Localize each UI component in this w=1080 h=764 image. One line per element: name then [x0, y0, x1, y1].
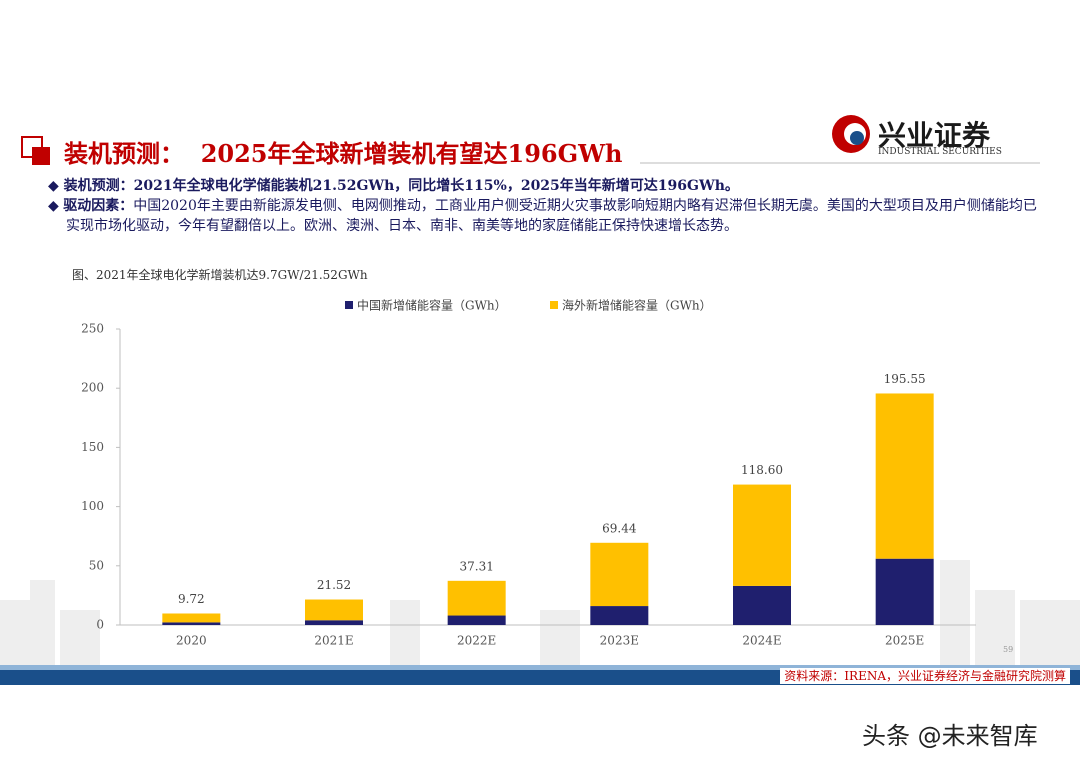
- x-tick-label: 2024E: [742, 634, 781, 648]
- bar-segment: [162, 622, 221, 625]
- legend-swatch: [345, 301, 353, 309]
- total-label: 9.72: [178, 592, 205, 606]
- bar-segment: [590, 542, 649, 607]
- bar-segment: [875, 558, 934, 625]
- y-tick-label: 0: [96, 618, 104, 632]
- total-label: 37.31: [459, 559, 493, 573]
- skyline: [0, 560, 1080, 665]
- bar-segment: [875, 393, 934, 559]
- y-tick-label: 150: [81, 440, 104, 454]
- x-tick-label: 2020: [176, 634, 207, 648]
- chart-title: 图、2021年全球电化学新增装机达9.7GW/21.52GWh: [72, 268, 368, 282]
- legend-swatch: [550, 301, 558, 309]
- bullet: ◆ 装机预测：2021年全球电化学储能装机21.52GWh，同比增长115%，2…: [48, 178, 739, 194]
- total-label: 69.44: [602, 521, 637, 535]
- bar-segment: [447, 615, 506, 625]
- x-tick-label: 2023E: [600, 634, 639, 648]
- source: 资料来源：IRENA，兴业证券经济与金融研究院测算: [780, 668, 1070, 684]
- x-tick-label: 2021E: [314, 634, 353, 648]
- bar-segment: [447, 580, 506, 616]
- slide-title: 装机预测： 2025年全球新增装机有望达196GWh: [64, 139, 623, 168]
- bar-segment: [305, 620, 363, 625]
- y-tick-label: 250: [81, 322, 104, 336]
- bullet-text: 中国2020年主要由新能源发电侧、电网侧推动，工商业用户侧受近期火灾事故影响短期…: [66, 198, 1037, 234]
- logo-en: INDUSTRIAL SECURITIES: [878, 147, 1002, 157]
- total-label: 195.55: [884, 372, 926, 386]
- watermark: 头条 @未来智库: [862, 722, 1038, 750]
- x-tick-label: 2022E: [457, 634, 496, 648]
- bullets: ◆ 装机预测：2021年全球电化学储能装机21.52GWh，同比增长115%，2…: [48, 176, 1048, 236]
- bar-segment: [162, 613, 221, 623]
- bar-segment: [305, 599, 363, 621]
- logo-mark: [850, 131, 864, 145]
- bullet-text: 2021年全球电化学储能装机21.52GWh，同比增长115%，2025年当年新…: [133, 178, 739, 194]
- bullet-label: 装机预测：: [63, 178, 134, 194]
- bullet-label: 驱动因素：: [63, 198, 134, 214]
- footer-bar: [0, 665, 1080, 670]
- y-tick-label: 50: [89, 558, 104, 572]
- y-tick-label: 100: [81, 499, 104, 513]
- logo-name: 兴业证券: [878, 119, 991, 152]
- bullet: ◆ 驱动因素：中国2020年主要由新能源发电侧、电网侧推动，工商业用户侧受近期火…: [48, 198, 1037, 234]
- bar-segment: [590, 606, 649, 625]
- legend-label: 中国新增储能容量（GWh）: [357, 298, 507, 313]
- legend-label: 海外新增储能容量（GWh）: [562, 298, 712, 313]
- total-label: 21.52: [317, 578, 351, 592]
- y-tick-label: 200: [81, 381, 104, 395]
- x-tick-label: 2025E: [885, 634, 924, 648]
- title-icon: [32, 147, 50, 165]
- bar-segment: [733, 484, 791, 586]
- page-number: 59: [1003, 645, 1014, 654]
- total-label: 118.60: [741, 463, 783, 477]
- bar-segment: [733, 585, 791, 625]
